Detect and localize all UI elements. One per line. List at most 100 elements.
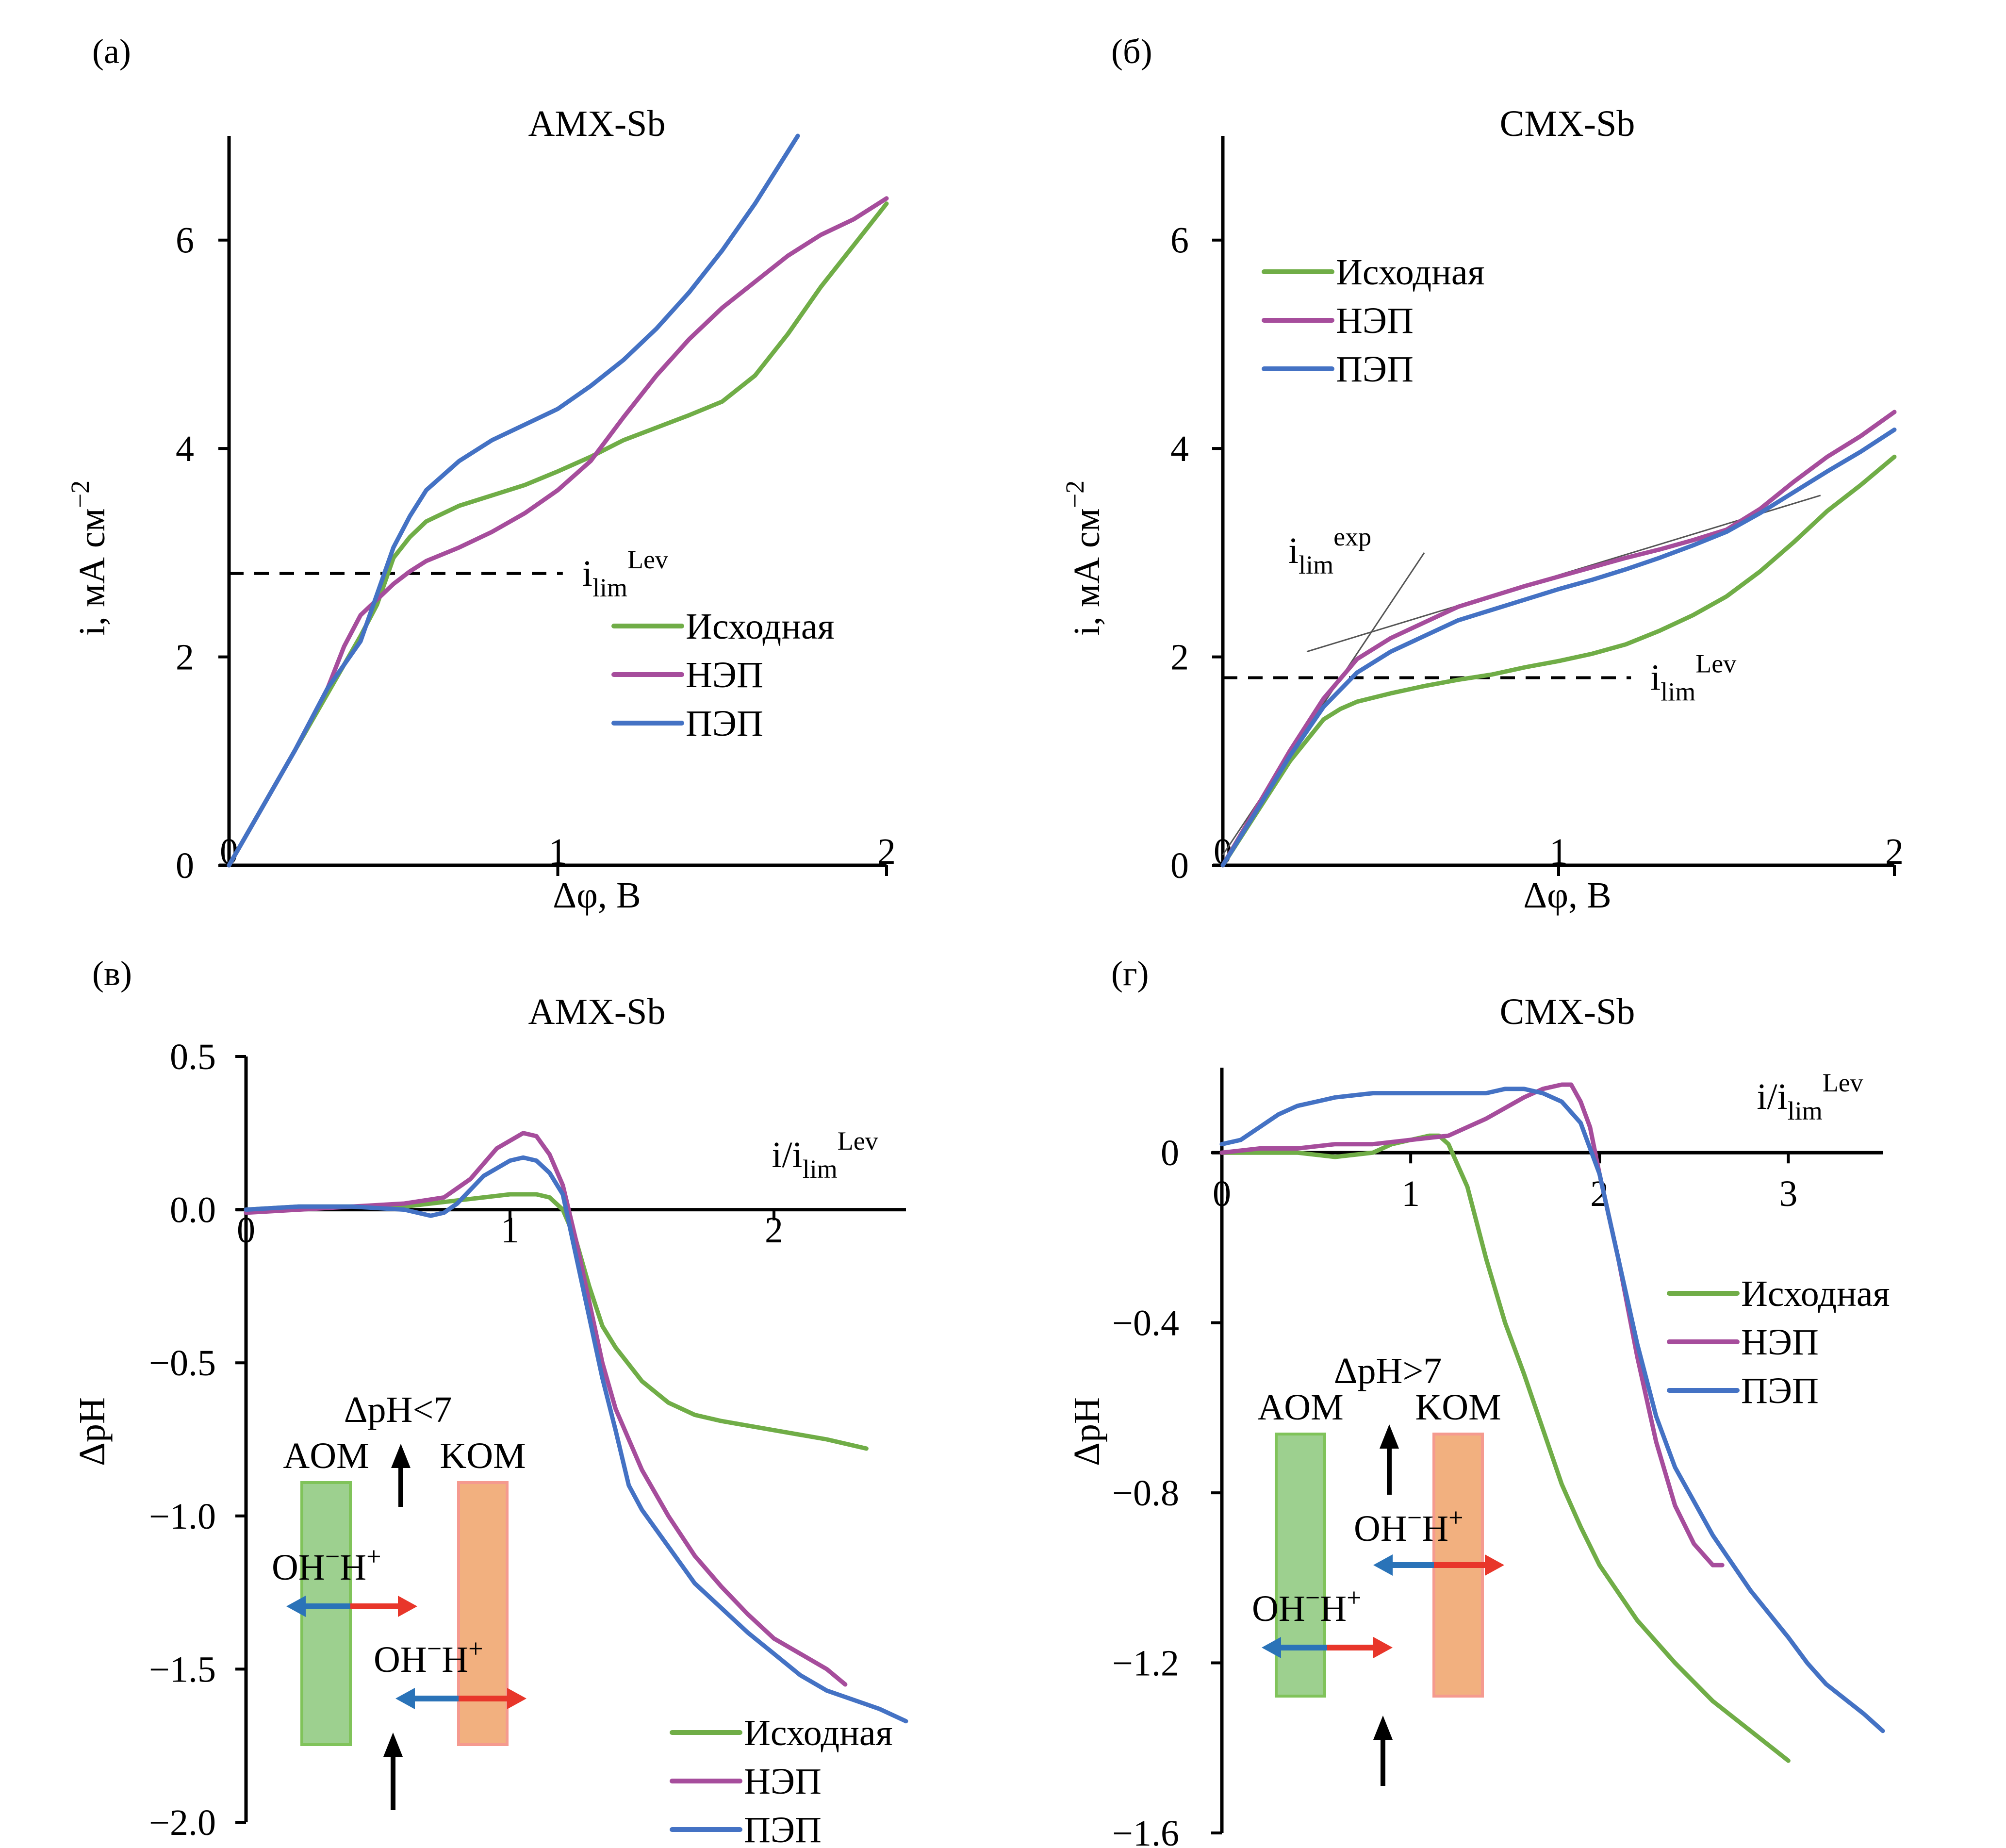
aom-membrane — [1275, 1433, 1326, 1698]
legend: Исходная НЭП ПЭП — [1667, 1273, 1890, 1411]
y-axis-title: i, мА см−2 — [66, 480, 113, 636]
series-line-pep — [244, 1155, 908, 1724]
x-axis-title: Δφ, В — [1523, 875, 1611, 916]
panel-tag: (б) — [1111, 32, 1152, 71]
series-line-pep — [1220, 428, 1897, 868]
panel-tag: (г) — [1111, 954, 1149, 993]
y-tick-label: 0 — [176, 845, 194, 886]
kom-label: KOM — [1415, 1387, 1501, 1428]
series-line-initial — [1219, 1133, 1791, 1763]
x-tick-label: 1 — [1401, 1173, 1420, 1214]
series-line-nep — [227, 196, 889, 868]
series-line-initial — [227, 201, 889, 868]
series-line-pep — [1219, 1087, 1885, 1733]
legend-label: ПЭП — [1336, 349, 1414, 390]
legend-label: Исходная — [1336, 252, 1485, 293]
series-line-nep — [1220, 410, 1897, 868]
exp-limiting-current-label: ilimexp — [1288, 522, 1371, 579]
x-tick-label: 2 — [1885, 831, 1904, 872]
legend-label: НЭП — [744, 1761, 822, 1802]
legend-label: Исходная — [1741, 1273, 1890, 1314]
aom-membrane — [300, 1481, 352, 1746]
legend: Исходная НЭП ПЭП — [1262, 252, 1485, 390]
oh-arrow-head-icon — [1373, 1554, 1393, 1576]
x-tick-label: 2 — [765, 1210, 783, 1251]
y-tick-label: −0.8 — [1112, 1473, 1179, 1514]
oh-arrow-head-icon — [286, 1596, 306, 1617]
kom-membrane — [457, 1481, 509, 1746]
x-axis-title: i/ilimLev — [1757, 1068, 1863, 1125]
limiting-current-label: ilimLev — [582, 545, 668, 602]
ion-label: OH−H+ — [1354, 1503, 1463, 1549]
ph-condition-label: ΔpH>7 — [1334, 1351, 1442, 1391]
y-tick-label: −2.0 — [149, 1802, 216, 1843]
aom-label: AOM — [1257, 1387, 1343, 1428]
arrow-head-icon — [391, 1444, 411, 1468]
ph-condition-label: ΔpH<7 — [344, 1389, 452, 1430]
chart-title: AMX-Sb — [528, 103, 666, 144]
series-line-nep — [1219, 1082, 1725, 1568]
chart-title: CMX-Sb — [1500, 991, 1635, 1032]
h-arrow-head-icon — [1485, 1554, 1504, 1576]
aom-label: AOM — [283, 1436, 369, 1476]
x-axis-title: i/ilimLev — [772, 1126, 878, 1184]
y-tick-label: −1.6 — [1112, 1813, 1179, 1848]
panel-tag: (а) — [92, 32, 131, 71]
x-tick-label: 1 — [501, 1210, 519, 1251]
arrow-head-icon — [383, 1732, 403, 1757]
kom-label: KOM — [440, 1436, 526, 1476]
y-tick-label: 0.5 — [170, 1037, 216, 1077]
series-line-initial — [1220, 454, 1897, 868]
legend-label: Исходная — [686, 606, 835, 647]
y-axis-title: ΔpH — [1067, 1397, 1107, 1466]
h-arrow-head-icon — [398, 1596, 417, 1617]
series-line-pep — [227, 133, 800, 868]
y-tick-label: −0.4 — [1112, 1303, 1179, 1344]
y-tick-label: 2 — [176, 637, 194, 678]
oh-arrow-head-icon — [1262, 1637, 1281, 1658]
x-tick-label: 1 — [1549, 831, 1568, 872]
series-line-nep — [244, 1131, 848, 1687]
y-tick-label: −0.5 — [149, 1343, 216, 1384]
panel-tag: (в) — [92, 954, 132, 993]
membrane-schematic: ΔpH<7 AOM KOM OH−H+ OH−H+ — [272, 1389, 526, 1810]
h-arrow-head-icon — [507, 1688, 526, 1709]
y-tick-label: −1.0 — [149, 1496, 216, 1537]
y-axis-title: ΔpH — [72, 1397, 113, 1466]
y-tick-label: 6 — [1170, 220, 1189, 261]
y-axis-title: i, мА см−2 — [1060, 480, 1107, 636]
legend-label: НЭП — [1741, 1322, 1819, 1363]
legend: Исходная НЭП ПЭП — [670, 1713, 893, 1848]
ion-label: OH−H+ — [272, 1542, 381, 1588]
y-tick-label: 4 — [1170, 429, 1189, 469]
chart-title: CMX-Sb — [1500, 103, 1635, 144]
y-tick-label: 6 — [176, 220, 194, 261]
arrow-head-icon — [1380, 1424, 1399, 1449]
ion-label: OH−H+ — [374, 1634, 483, 1680]
y-tick-label: 4 — [176, 429, 194, 469]
x-tick-label: 2 — [877, 831, 896, 872]
arrow-head-icon — [1373, 1716, 1393, 1740]
y-tick-label: 0.0 — [170, 1190, 216, 1231]
legend-label: ПЭП — [686, 703, 763, 744]
y-tick-label: −1.2 — [1112, 1643, 1179, 1684]
chart-title: AMX-Sb — [528, 991, 666, 1032]
oh-arrow-head-icon — [395, 1688, 415, 1709]
x-tick-label: 0 — [1213, 1173, 1231, 1214]
x-tick-label: 3 — [1779, 1173, 1797, 1214]
x-tick-label: 1 — [549, 831, 567, 872]
chart-panel-c: (в) AMX-Sb 0.5 0.0 −0.5 −1.0 −1.5 −2.0 0 1 2 i/ilim… — [72, 954, 908, 1848]
chart-panel-d: (г)CMX-Sb0−0.4−0.8−1.2−1.60 1 2 3i/ilimLevΔ… — [1067, 954, 1890, 1848]
limiting-current-label: ilimLev — [1650, 649, 1736, 707]
x-axis-title: Δφ, В — [553, 875, 641, 916]
y-tick-label: 2 — [1170, 637, 1189, 678]
legend-label: ПЭП — [744, 1810, 822, 1848]
h-arrow-head-icon — [1373, 1637, 1393, 1658]
legend-label: НЭП — [686, 655, 763, 695]
legend-label: ПЭП — [1741, 1370, 1819, 1411]
x-tick-label: 0 — [237, 1210, 255, 1251]
legend-label: Исходная — [744, 1713, 893, 1753]
